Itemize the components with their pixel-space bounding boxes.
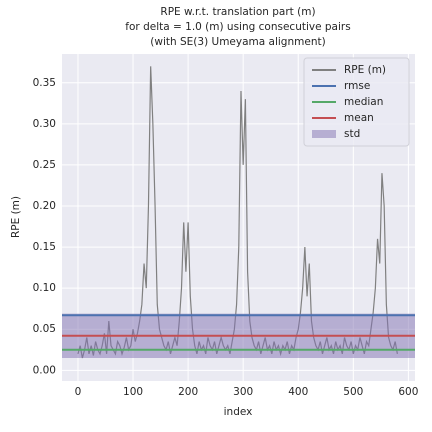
legend-label: RPE (m): [344, 64, 386, 76]
y-tick-label: 0.35: [33, 77, 56, 89]
x-axis-label: index: [224, 406, 253, 418]
y-tick-label: 0.15: [33, 241, 56, 253]
y-tick-label: 0.00: [33, 364, 56, 376]
legend-swatch: [312, 130, 336, 138]
x-tick-label: 300: [233, 386, 253, 398]
y-tick-label: 0.30: [33, 118, 56, 130]
x-tick-label: 500: [343, 386, 363, 398]
legend-label: median: [344, 96, 383, 108]
y-tick-label: 0.25: [33, 159, 56, 171]
x-tick-label: 600: [398, 386, 418, 398]
chart-title: for delta = 1.0 (m) using consecutive pa…: [125, 21, 350, 33]
y-tick-label: 0.20: [33, 200, 56, 212]
legend-box: [303, 57, 410, 147]
x-tick-label: 100: [123, 386, 143, 398]
legend-label: std: [344, 128, 360, 140]
x-tick-label: 0: [75, 386, 82, 398]
legend-label: rmse: [344, 80, 370, 92]
chart-title: (with SE(3) Umeyama alignment): [150, 36, 325, 48]
x-tick-label: 200: [178, 386, 198, 398]
y-tick-label: 0.10: [33, 282, 56, 294]
y-tick-label: 0.05: [33, 323, 56, 335]
legend-label: mean: [344, 112, 374, 124]
y-axis-label: RPE (m): [10, 196, 22, 238]
x-tick-label: 400: [288, 386, 308, 398]
chart-title: RPE w.r.t. translation part (m): [160, 6, 315, 18]
